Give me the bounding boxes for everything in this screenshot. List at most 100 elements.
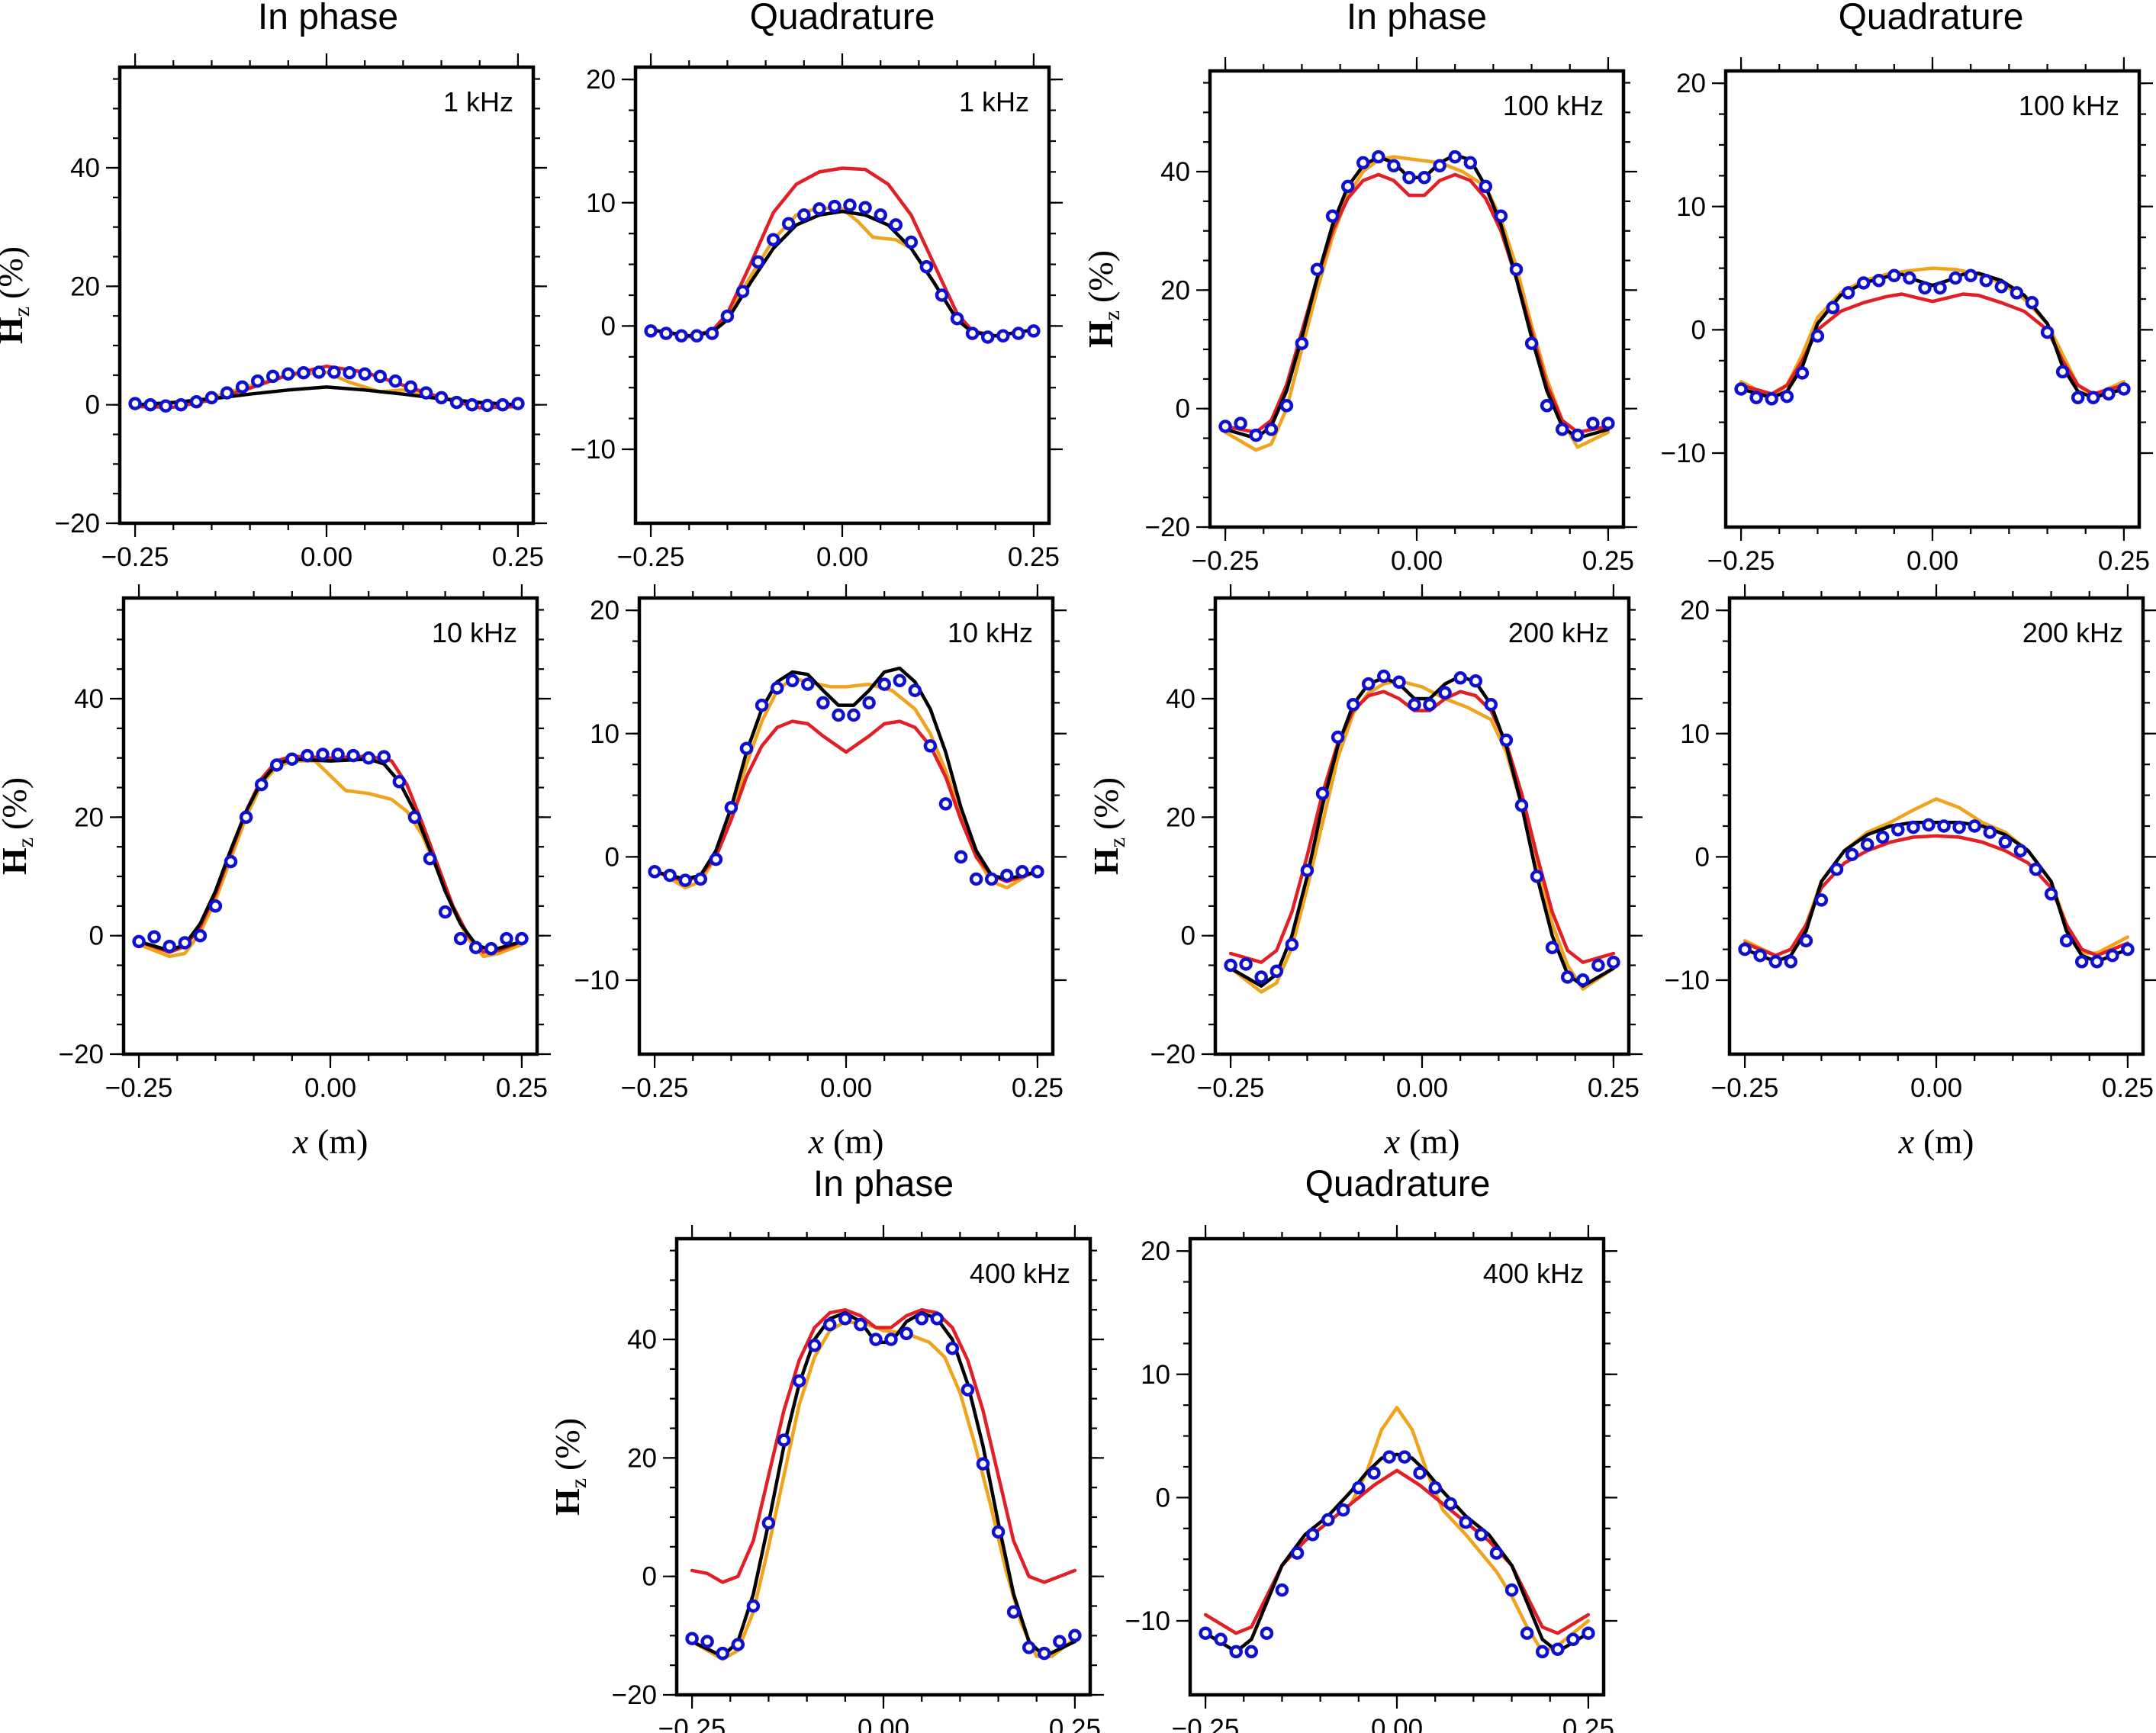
chart-7-point — [1254, 970, 1268, 984]
chart-2-point — [766, 233, 780, 247]
chart-3-xtick-label: −0.25 — [1192, 546, 1260, 576]
chart-8-point — [1845, 847, 1859, 861]
chart-7-ytick-label: 20 — [1166, 802, 1195, 832]
chart-3-ytick-label: 20 — [1160, 275, 1190, 305]
chart-3-point — [1249, 428, 1263, 442]
chart-10-point — [1367, 1466, 1381, 1480]
chart-1-point — [496, 397, 510, 412]
chart-5-point — [331, 748, 345, 761]
chart-5-series-black — [137, 757, 524, 953]
chart-9-freq-label: 400 kHz — [970, 1258, 1070, 1289]
chart-9-point — [700, 1635, 714, 1648]
chart-7-ylabel-unit: (%) — [1086, 777, 1125, 830]
chart-3-frame — [1208, 69, 1626, 529]
chart-6-series-red — [652, 719, 1040, 883]
chart-10-point — [1504, 1583, 1519, 1597]
chart-1-frame — [117, 65, 536, 526]
chart-10-point — [1459, 1515, 1473, 1529]
chart-5-ylabel-main: H — [0, 847, 34, 875]
chart-9: −0.25 0.00 0.25 −20 0 20 40 400 kHz Hz (%) — [548, 1225, 1104, 1733]
chart-2: −0.25 0.00 0.25 −10 0 10 20 1 kHz — [571, 53, 1063, 572]
chart-5-xlabel: x (m) — [292, 1122, 368, 1161]
chart-9-point — [1022, 1641, 1036, 1654]
chart-9-point — [1006, 1605, 1021, 1619]
chart-7-point — [1361, 677, 1376, 691]
chart-7-point — [1545, 940, 1559, 954]
chart-7-point — [1346, 698, 1360, 712]
chart-6-point — [785, 674, 800, 688]
chart-7-point — [1438, 686, 1452, 700]
chart-9-point — [1068, 1629, 1082, 1643]
chart-6-point — [1015, 865, 1029, 879]
chart-4-point — [1918, 281, 1932, 295]
chart-4-point — [1810, 329, 1825, 343]
chart-8-point — [1738, 942, 1752, 957]
chart-9-series-red — [690, 1307, 1077, 1584]
chart-10-point — [1275, 1583, 1289, 1597]
chart-7-point — [1392, 675, 1406, 690]
chart-5-point — [163, 939, 176, 953]
chart-4-point — [1856, 276, 1871, 290]
col-title-2: Quadrature — [750, 0, 935, 37]
chart-5-point — [468, 940, 483, 954]
chart-8-point — [1829, 862, 1844, 876]
chart-1-point — [358, 367, 372, 381]
chart-5-xtick-label: 0.00 — [304, 1073, 356, 1103]
chart-7-point — [1285, 937, 1299, 952]
chart-2-series-black — [648, 209, 1036, 338]
chart-2-point — [843, 198, 857, 212]
chart-9-point — [746, 1599, 761, 1613]
chart-1-point — [511, 397, 525, 410]
chart-2-point — [935, 288, 949, 302]
chart-8: −0.25 0.00 0.25 −10 0 10 20 200 kHz x (m) — [1665, 584, 2156, 1161]
chart-3-point — [1279, 399, 1294, 413]
chart-8-point — [2059, 934, 2074, 948]
chart-3-ylabel-unit: (%) — [1081, 250, 1120, 303]
chart-8-point — [1968, 819, 1981, 833]
chart-6-point — [893, 674, 907, 688]
chart-5-ytick-label: 40 — [74, 684, 104, 714]
chart-10-series-red — [1203, 1468, 1591, 1635]
chart-2-xtick-label: 0.25 — [1008, 542, 1060, 572]
chart-10-point — [1551, 1642, 1565, 1656]
chart-6-xtick-label: 0.25 — [1012, 1073, 1064, 1103]
chart-1-point — [143, 397, 157, 412]
chart-7-point — [1576, 973, 1590, 987]
chart-5-frame — [121, 596, 539, 1056]
chart-7-point — [1453, 671, 1467, 685]
chart-8-point — [2074, 955, 2089, 969]
chart-4-point — [1841, 286, 1855, 300]
chart-2-point — [919, 260, 934, 274]
chart-6-point — [709, 852, 723, 866]
chart-9-point — [822, 1317, 837, 1332]
chart-6-point — [739, 741, 754, 755]
chart-5-point — [239, 810, 253, 825]
chart-8-point — [1875, 830, 1890, 844]
chart-4-point — [2071, 391, 2085, 405]
chart-4-freq-label: 100 kHz — [2019, 90, 2119, 121]
chart-4-point — [2025, 296, 2039, 310]
chart-1-point — [419, 386, 433, 400]
chart-8-point — [1753, 948, 1767, 963]
chart-8-ytick-label: 20 — [1680, 596, 1710, 625]
chart-3-series-black — [1223, 153, 1611, 440]
chart-5-point — [132, 934, 146, 949]
chart-7-point — [1560, 970, 1575, 984]
chart-8-ytick-label: −10 — [1665, 966, 1710, 995]
chart-4-point — [1734, 382, 1748, 396]
chart-8-point — [1891, 823, 1905, 837]
chart-4-point — [1887, 268, 1901, 283]
chart-6: −0.25 0.00 0.25 −10 0 10 20 10 kHz x (m) — [574, 584, 1067, 1161]
chart-7-xlabel: x (m) — [1384, 1122, 1460, 1161]
chart-4-point — [1994, 280, 2009, 294]
chart-4-point — [1948, 271, 1962, 285]
chart-8-series-black — [1742, 820, 2130, 964]
chart-4-point — [1964, 268, 1977, 283]
chart-8-point — [2013, 844, 2028, 858]
chart-8-ytick-label: 0 — [1695, 842, 1710, 872]
chart-7-point — [1300, 863, 1315, 877]
chart-4-xtick-label: 0.25 — [2098, 546, 2150, 576]
chart-7-point — [1423, 698, 1437, 712]
chart-10-ytick-label: −10 — [1125, 1606, 1170, 1636]
chart-7-point — [1591, 958, 1605, 973]
